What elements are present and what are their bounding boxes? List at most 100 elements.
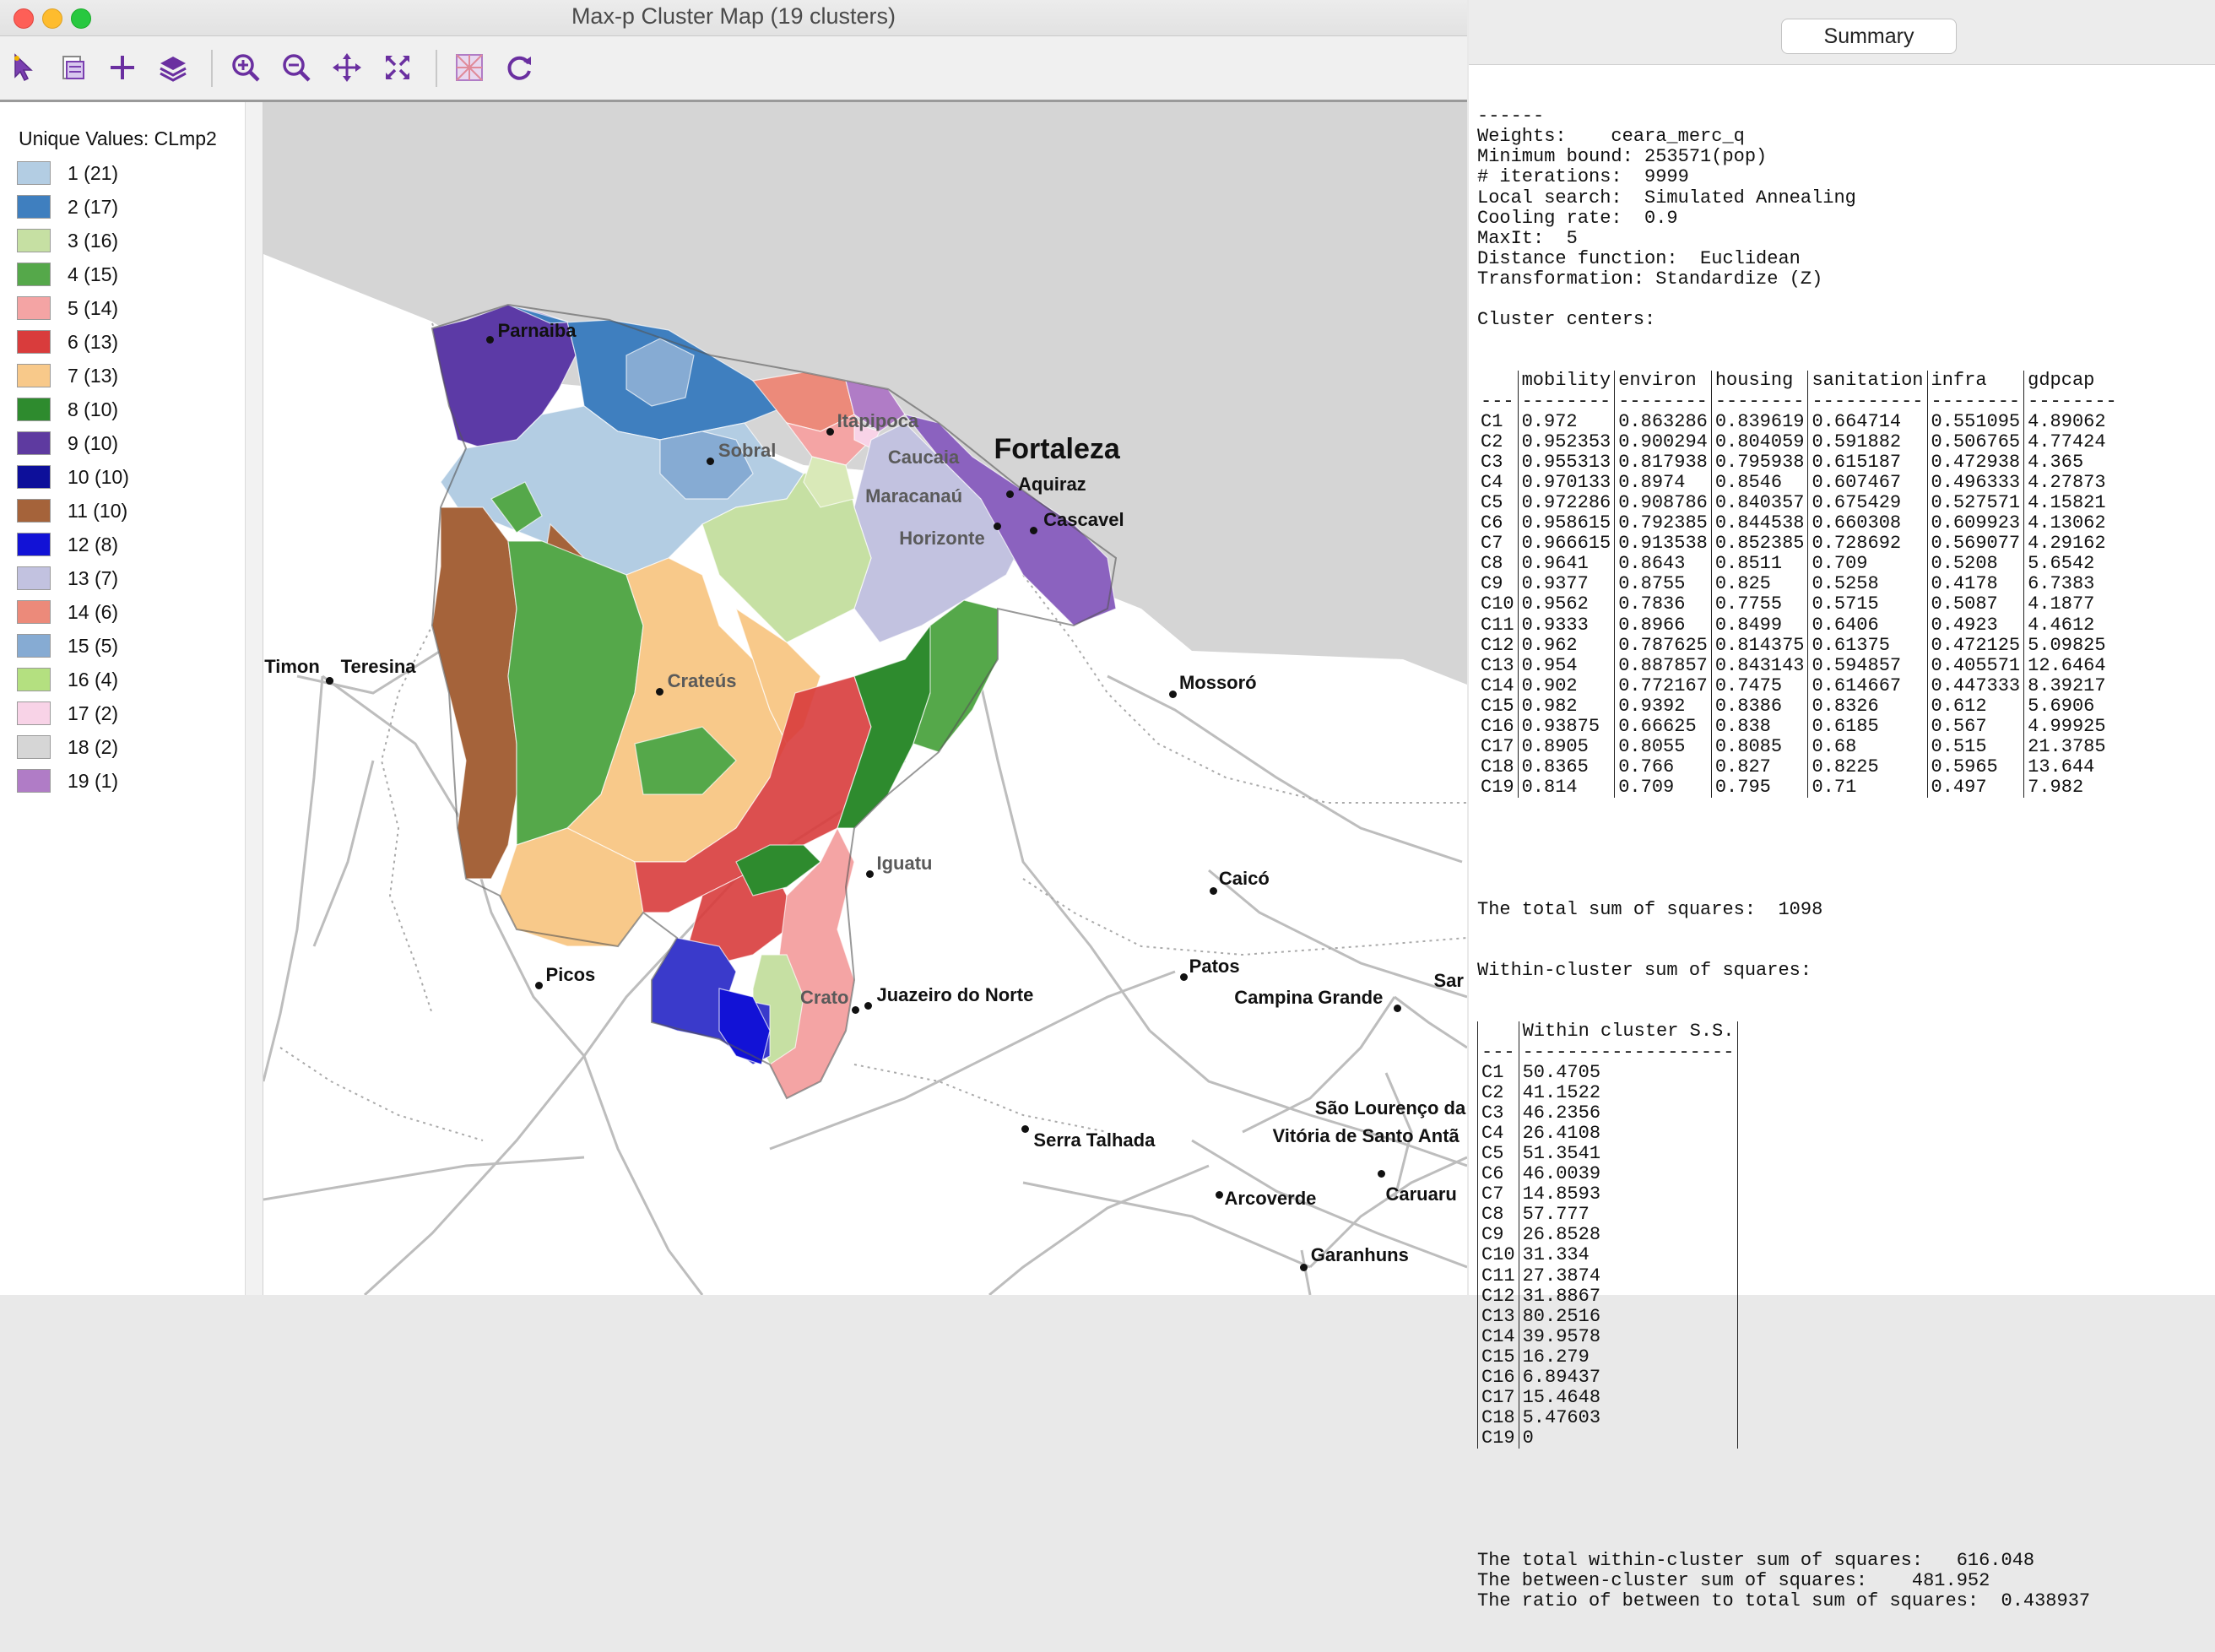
map-svg [263,102,1467,1295]
pan-icon[interactable] [331,51,363,84]
table-cell: 0.966615 [1518,534,1616,555]
summary-line: Transformation: Standardize (Z) [1477,268,1823,290]
table-cell: 6.7383 [2028,573,2095,595]
table-cell: C7 [1477,534,1519,555]
legend-label: 8 (10) [68,398,119,420]
table-cell: 0.8085 [1711,736,1809,758]
city-marker [1215,1191,1223,1200]
table-cell: 31.334 [1519,1245,1739,1266]
summary-tab[interactable]: Summary [1781,19,1957,54]
legend-swatch [17,431,51,455]
layers-icon[interactable] [157,51,189,84]
table-row: C16 0.93875 0.66625 0.838 0.6185 0.567 4.99925 [1477,716,2120,738]
city-label: Vitória de Santo Antã [1272,1125,1460,1147]
table-cell: 0.569077 [1927,534,2025,555]
table-cell: 0.66625 [1614,716,1712,738]
city-marker [866,870,875,879]
city-label: Serra Talhada [1033,1129,1156,1151]
summary-window: Summary ------ Weights: ceara_merc_q Minim… [1469,0,2215,1611]
table-cell: 0.772167 [1614,675,1712,696]
refresh-icon[interactable] [503,51,535,84]
table-cell: 0.5087 [1927,594,2025,615]
state-borders [279,322,1467,1141]
basemap-icon[interactable] [453,51,485,84]
table-cell: C17 [1477,736,1519,758]
table-cell: 0.792385 [1614,512,1712,534]
table-cell: 0.6185 [1807,716,1928,738]
table-cell: 0.8974 [1614,472,1712,493]
legend-label: 7 (13) [68,365,119,387]
table-cell: infra [1927,371,2025,392]
summary-line: Cooling rate: 0.9 [1477,207,1678,229]
table-cell: 0.9333 [1518,615,1616,636]
table-cell: 0.8365 [1518,757,1616,778]
summary-line: MaxIt: 5 [1477,227,1578,249]
legend-swatch [17,330,51,354]
table-cell: -------- [1518,391,1616,412]
table-cell: 26.4108 [1519,1123,1739,1144]
table-cell: C15 [1477,1346,1519,1368]
table-row: C18 0.8365 0.766 0.827 0.8225 0.5965 13.644 [1477,756,2120,778]
table-cell: 0.887857 [1614,655,1712,676]
city-label: Iguatu [876,853,933,875]
legend-swatch [17,296,51,320]
summary-tab-bar: Summary [1469,0,2215,65]
table-cell: C14 [1477,675,1519,696]
city-label: Sar [1433,970,1464,992]
table-cell: C8 [1477,1205,1519,1226]
table-cell: C3 [1477,452,1519,473]
table-cell: 6.89437 [1519,1367,1739,1389]
table-cell: 0.609923 [1927,512,2025,534]
table-cell: 27.3874 [1519,1265,1739,1286]
table-cell: C5 [1477,492,1519,514]
table-cell: 4.4612 [2028,614,2095,636]
table-cell: 39.9578 [1519,1326,1739,1347]
table-cell: C13 [1477,1306,1519,1327]
legend-label: 3 (16) [68,230,119,252]
cluster-centers-table: mobility environ housing sanitation infra gdp… [1477,371,2120,799]
city-marker [1179,973,1188,982]
table-cell: 4.27873 [2028,471,2106,493]
zoom-in-icon[interactable] [230,51,262,84]
table-cell: 0.795938 [1711,452,1809,473]
table-cell: 0.8905 [1518,736,1616,758]
add-plus-icon[interactable] [106,51,138,84]
zoom-out-icon[interactable] [280,51,312,84]
maximize-window-button[interactable] [71,8,91,29]
select-arrow-icon[interactable] [8,51,41,84]
table-cell: 0.8225 [1807,757,1928,778]
table-cell: ---------- [1807,391,1928,412]
table-cell: 0.972286 [1518,492,1616,514]
table-cell: 0.664714 [1807,411,1928,432]
table-row: C19 0 [1477,1428,1739,1449]
legend-label: 18 (2) [68,736,119,758]
summary-line: The ratio of between to total sum of squ… [1477,1590,2091,1612]
legend-swatch [17,499,51,523]
table-cell: -------- [1614,391,1712,412]
table-cell: 0.954 [1518,655,1616,676]
title-bar: Max-p Cluster Map (19 clusters) [0,0,1467,36]
summary-line: Local search: Simulated Annealing [1477,187,1856,209]
table-cell: 0.766 [1614,757,1712,778]
legend-scrollbar[interactable] [245,102,263,1295]
legend-label: 4 (15) [68,263,119,285]
save-selection-icon[interactable] [57,51,89,84]
table-cell: 0.675429 [1807,492,1928,514]
table-row: C14 39.9578 [1477,1326,1739,1347]
table-cell: 4.1877 [2028,593,2095,615]
table-cell: 0 [1519,1428,1739,1449]
table-row: C1 0.972 0.863286 0.839619 0.664714 0.551095 4… [1477,411,2120,432]
city-label: Juazeiro do Norte [876,983,1034,1005]
table-cell: 13.644 [2028,756,2095,778]
table-cell: 0.982 [1518,696,1616,717]
table-cell: 0.863286 [1614,411,1712,432]
map-canvas[interactable]: Parnaiba Itapipoca Sobral Caucaia Fortaleza M… [263,102,1467,1295]
minimize-window-button[interactable] [42,8,62,29]
city-label: Garanhuns [1310,1244,1409,1265]
table-rule-row: --- -------- -------- -------- ---------- ---… [1477,391,2120,412]
table-cell: 57.777 [1519,1205,1739,1226]
table-header-row: Within cluster S.S. [1477,1021,1739,1043]
city-label: Crato [800,987,849,1009]
full-extent-icon[interactable] [382,51,414,84]
close-window-button[interactable] [14,8,34,29]
